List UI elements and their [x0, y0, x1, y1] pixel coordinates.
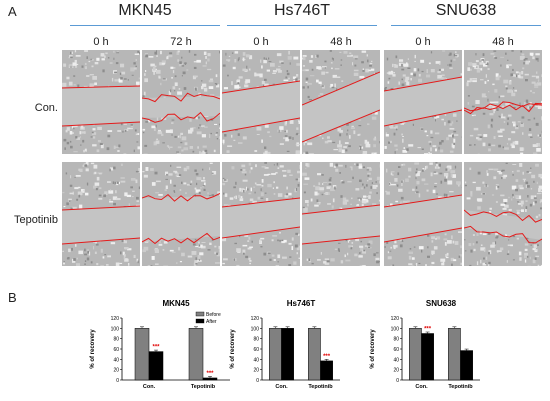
bar-after [148, 351, 164, 381]
y-tick-label: 0 [116, 378, 119, 384]
y-axis-label: % of recovery [370, 329, 376, 369]
x-tick-label: Tepotinib [448, 384, 473, 390]
bar-chart-mkn45: MKN45 % of recovery 0 20 40 60 80 100 120 *** Con.… [86, 296, 236, 396]
y-tick-label: 80 [113, 337, 119, 343]
wound-micrograph [302, 162, 380, 266]
bar-after [460, 350, 473, 381]
bar-before [308, 328, 321, 381]
y-tick-label: 0 [396, 378, 399, 384]
y-tick-label: 0 [256, 378, 259, 384]
chart-title: MKN45 [162, 299, 190, 308]
x-tick-label: Con. [275, 384, 288, 390]
time-label: 48 h [330, 36, 352, 48]
header-underline [227, 25, 377, 26]
bar-before [269, 328, 282, 381]
y-tick-label: 40 [113, 357, 119, 363]
panel-a-label: A [8, 4, 17, 19]
legend-label: Before [206, 312, 221, 318]
x-tick-label: Con. [415, 384, 428, 390]
y-tick-label: 120 [251, 316, 260, 322]
bar-before [448, 328, 461, 381]
time-label: 0 h [415, 36, 431, 48]
wound-micrograph [464, 50, 542, 154]
legend-swatch [195, 311, 205, 317]
cell-line-header-hs746t: Hs746T [273, 2, 331, 19]
significance-mark: *** [424, 327, 432, 333]
legend-swatch [195, 318, 205, 324]
wound-micrograph [222, 162, 300, 266]
header-underline [391, 25, 541, 26]
y-tick-label: 60 [393, 347, 399, 353]
significance-mark: *** [323, 354, 331, 360]
wound-micrograph [384, 162, 462, 266]
y-tick-label: 20 [253, 368, 259, 374]
time-label: 0 h [93, 36, 109, 48]
wound-micrograph [464, 162, 542, 266]
cell-line-header-mkn45: MKN45 [118, 2, 172, 19]
row-label-tepotinib: Tepotinib [13, 214, 58, 226]
y-tick-label: 120 [391, 316, 400, 322]
bar-after [421, 333, 434, 381]
time-label: 0 h [253, 36, 269, 48]
row-label-control: Con. [34, 102, 58, 114]
chart-title: Hs746T [287, 299, 316, 308]
wound-micrograph [62, 162, 140, 266]
y-axis-label: % of recovery [230, 329, 236, 369]
y-tick-label: 60 [113, 347, 119, 353]
y-tick-label: 40 [253, 357, 259, 363]
bar-chart-hs746t: Hs746T % of recovery 0 20 40 60 80 100 120 Con. **… [226, 296, 346, 396]
y-tick-label: 20 [393, 368, 399, 374]
header-underline [70, 25, 220, 26]
significance-mark: *** [206, 371, 214, 377]
y-tick-label: 120 [111, 316, 120, 322]
legend-label: After [206, 319, 217, 325]
wound-micrograph [384, 50, 462, 154]
bar-chart-snu638: SNU638 % of recovery 0 20 40 60 80 100 120 *** Con… [366, 296, 486, 396]
y-axis-label: % of recovery [90, 329, 96, 369]
wound-micrograph [302, 50, 380, 154]
bar-after [281, 328, 294, 381]
bar-after [320, 360, 333, 381]
time-label: 72 h [170, 36, 192, 48]
panel-b-label: B [8, 290, 17, 305]
x-tick-label: Tepotinib [191, 384, 216, 390]
wound-micrograph [222, 50, 300, 154]
time-label: 48 h [492, 36, 514, 48]
y-tick-label: 20 [113, 368, 119, 374]
y-tick-label: 100 [111, 326, 120, 332]
y-tick-label: 100 [391, 326, 400, 332]
bar-before [188, 328, 204, 381]
bar-before [134, 328, 150, 381]
x-tick-label: Tepotinib [308, 384, 333, 390]
x-tick-label: Con. [143, 384, 156, 390]
bar-before [409, 328, 422, 381]
y-tick-label: 80 [393, 337, 399, 343]
y-tick-label: 80 [253, 337, 259, 343]
wound-micrograph [62, 50, 140, 154]
y-tick-label: 60 [253, 347, 259, 353]
wound-micrograph [142, 162, 220, 266]
chart-title: SNU638 [426, 299, 457, 308]
cell-line-header-snu638: SNU638 [435, 2, 497, 19]
y-tick-label: 100 [251, 326, 260, 332]
y-tick-label: 40 [393, 357, 399, 363]
significance-mark: *** [152, 345, 160, 351]
bar-after [202, 377, 218, 381]
wound-micrograph [142, 50, 220, 154]
